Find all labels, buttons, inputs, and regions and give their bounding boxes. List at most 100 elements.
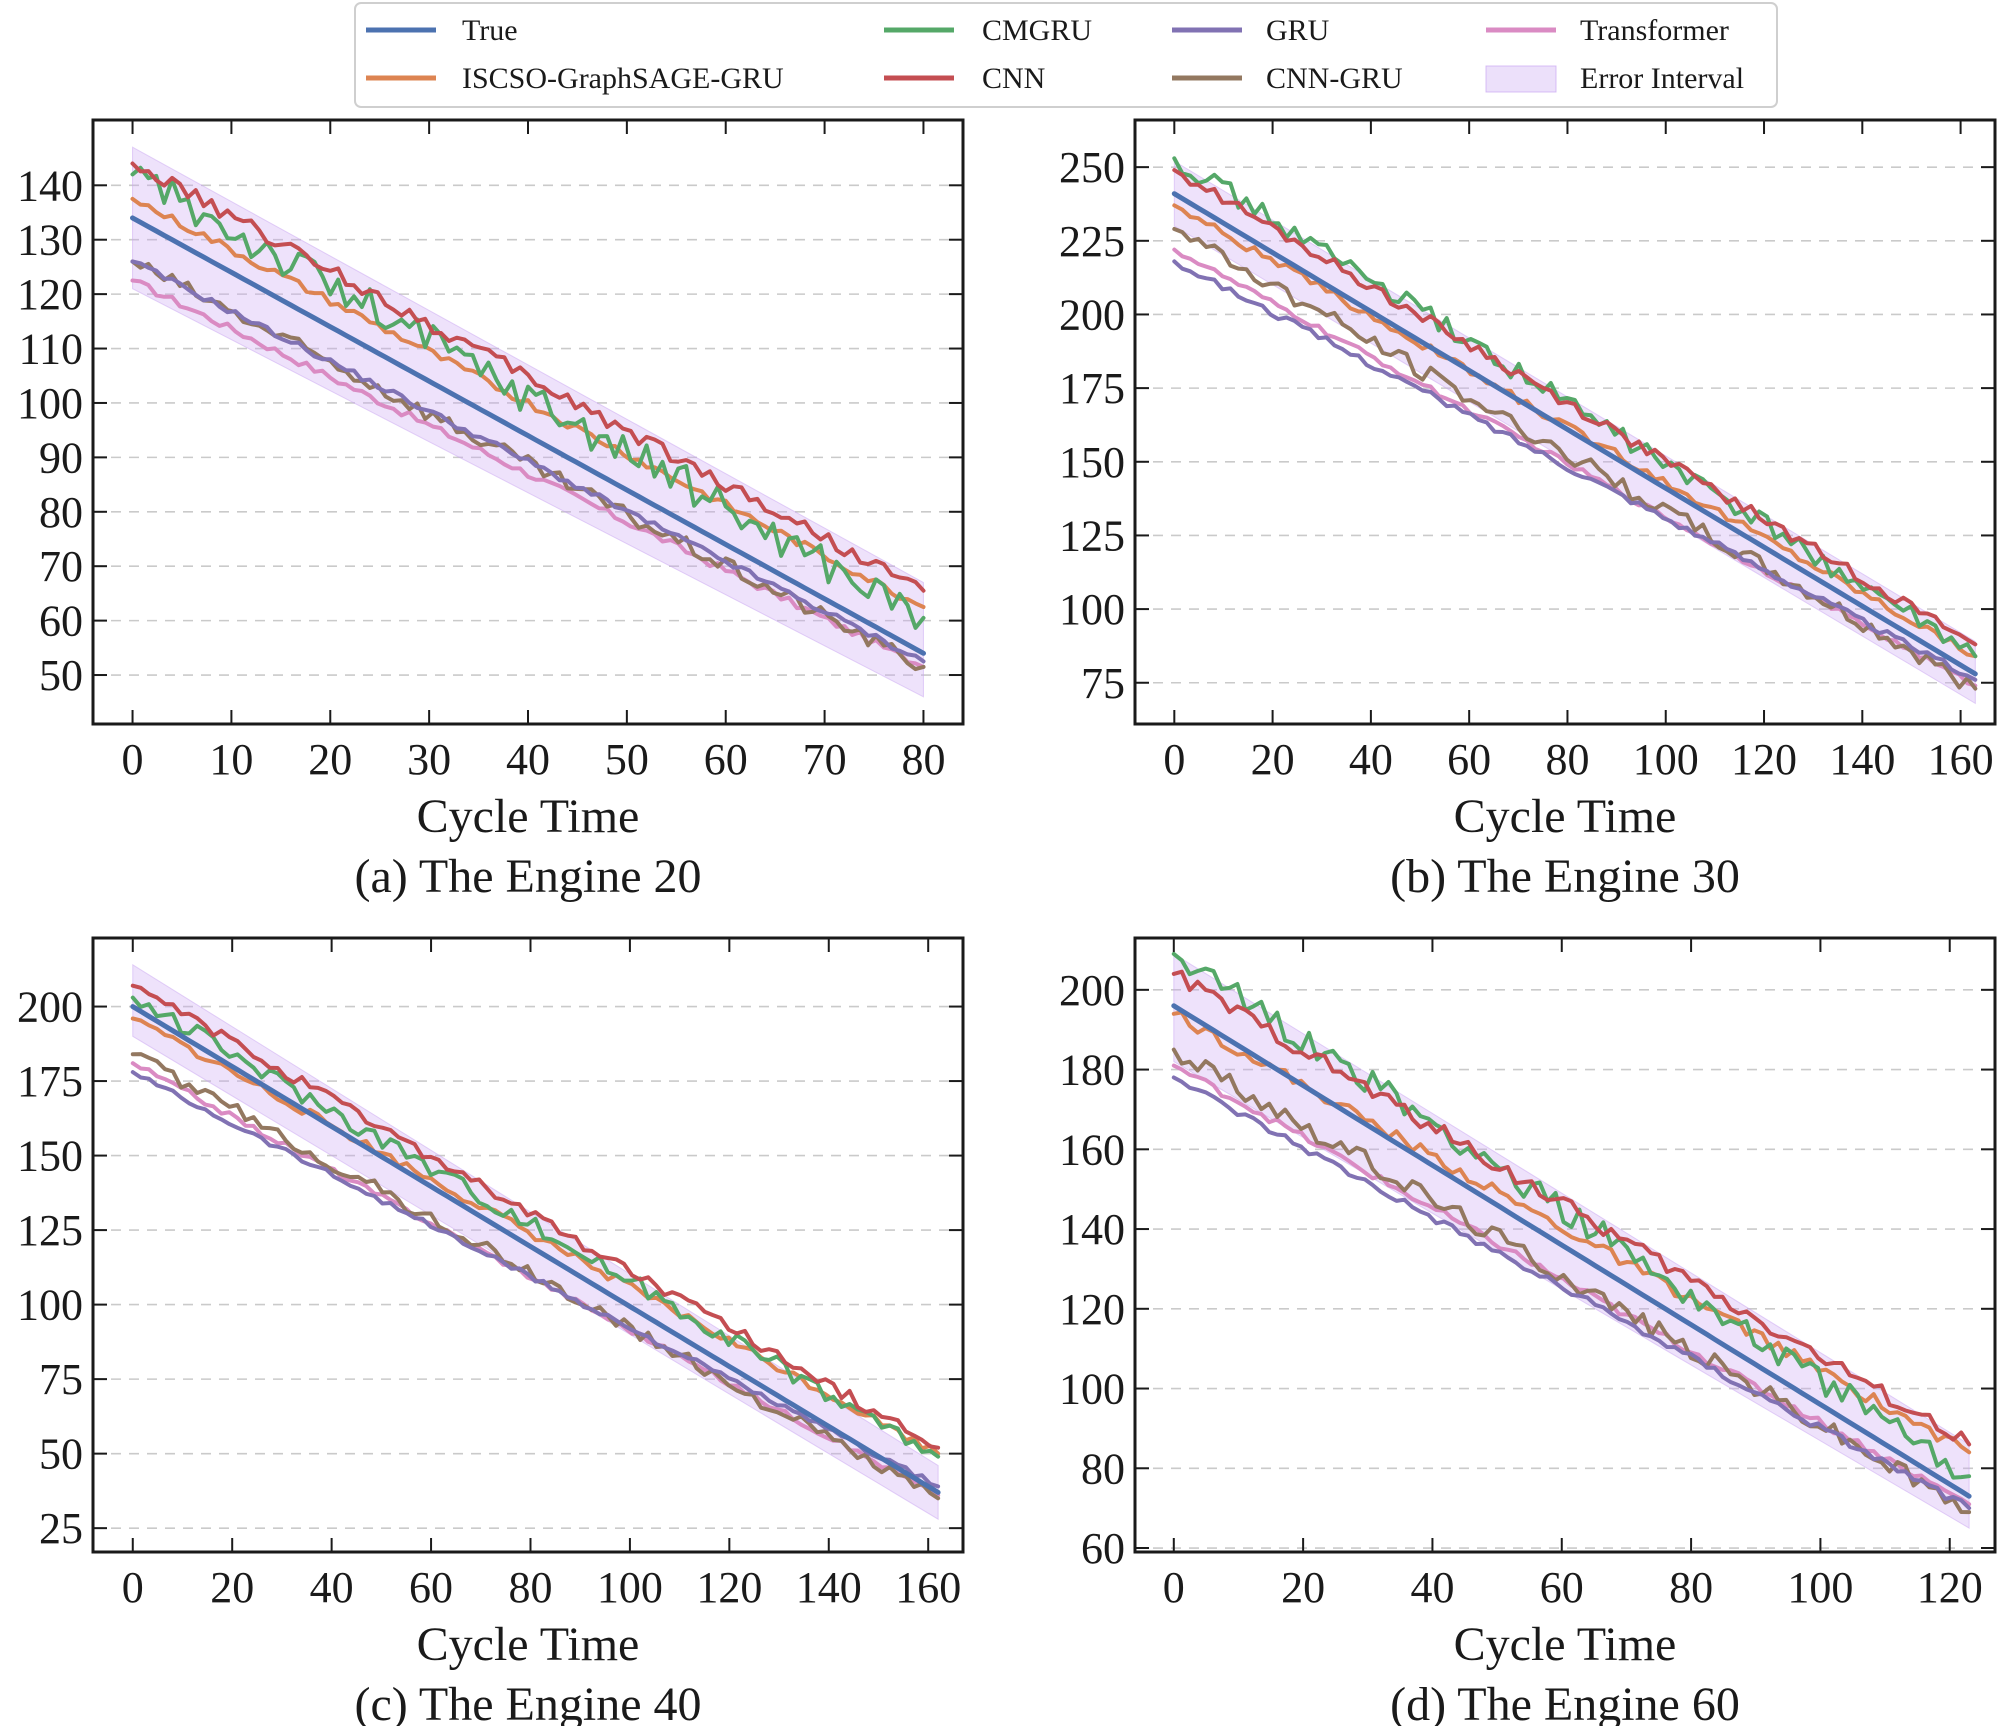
panel-caption: (b) The Engine 30 [1390, 850, 1740, 903]
x-tick-label: 120 [1917, 1563, 1983, 1612]
y-tick-label: 50 [39, 1430, 83, 1479]
series-line-cmgru [1172, 156, 1978, 659]
legend-label-iscso: ISCSO-GraphSAGE-GRU [462, 62, 784, 95]
x-tick-label: 100 [597, 1563, 663, 1612]
y-tick-label: 100 [17, 1281, 83, 1330]
y-tick-label: 175 [17, 1057, 83, 1106]
x-tick-label: 60 [704, 735, 748, 784]
y-tick-label: 180 [1059, 1046, 1125, 1095]
y-tick-label: 200 [1059, 290, 1125, 339]
x-tick-label: 40 [506, 735, 550, 784]
y-tick-label: 80 [1081, 1444, 1125, 1493]
chart-engine-60: 0 20 40 60 80 100 120 60 80 100 120 140 160 180 200 Cyc… [1059, 936, 1997, 1726]
plot-frame [1133, 936, 1997, 1554]
legend-label-gru: GRU [1266, 14, 1330, 47]
series-line-transformer [130, 278, 926, 669]
x-tick-label: 140 [1829, 735, 1895, 784]
series-line-cnn [130, 161, 926, 593]
legend-label-cnn: CNN [982, 62, 1045, 95]
y-tick-label: 75 [39, 1355, 83, 1404]
y-tick-label: 100 [1059, 585, 1125, 634]
x-tick-label: 20 [308, 735, 352, 784]
legend-item-iscso: ISCSO-GraphSAGE-GRU [366, 62, 784, 95]
x-tick-label: 80 [901, 735, 945, 784]
legend-frame [354, 2, 1778, 108]
chart-engine-30: 0 20 40 60 80 100 120 140 160 75 100 125 150 175 200 22… [1059, 118, 1997, 903]
series-line-cmgru [130, 165, 926, 630]
y-tick-label: 60 [1081, 1524, 1125, 1573]
series-line-gru [1172, 259, 1978, 682]
series-line-true [1171, 1003, 1972, 1499]
series-line-cnn-gru [1171, 1047, 1972, 1515]
y-tick-label: 140 [17, 161, 83, 210]
x-tick-label: 100 [1787, 1563, 1853, 1612]
series-line-cnn [1172, 168, 1978, 647]
x-axis-title: Cycle Time [417, 1618, 640, 1671]
y-tick-label: 150 [17, 1132, 83, 1181]
y-tick-label: 70 [39, 542, 83, 591]
x-tick-label: 50 [605, 735, 649, 784]
x-tick-label: 70 [803, 735, 847, 784]
series-line-gru [130, 259, 926, 664]
x-tick-label: 40 [1349, 735, 1393, 784]
series-line-cmgru [1171, 951, 1972, 1480]
x-tick-label: 10 [209, 735, 253, 784]
x-tick-label: 160 [895, 1563, 961, 1612]
y-tick-label: 125 [1059, 511, 1125, 560]
series-line-gru [130, 1070, 941, 1489]
legend-swatch-error-interval [1485, 65, 1557, 93]
x-axis-title: Cycle Time [1454, 1618, 1677, 1671]
panel-caption: (c) The Engine 40 [355, 1678, 702, 1726]
legend-label-transformer: Transformer [1580, 14, 1729, 47]
y-tick-label: 100 [1059, 1365, 1125, 1414]
x-tick-label: 40 [310, 1563, 354, 1612]
x-axis-title: Cycle Time [1454, 790, 1677, 843]
x-tick-label: 60 [1447, 735, 1491, 784]
series-line-gru [1171, 1075, 1972, 1511]
series-line-true [1171, 191, 1978, 677]
legend-label-cmgru: CMGRU [982, 14, 1092, 47]
series-line-true [130, 1004, 941, 1495]
x-axis-title: Cycle Time [417, 790, 640, 843]
x-tick-label: 40 [1410, 1563, 1454, 1612]
x-tick-label: 120 [696, 1563, 762, 1612]
y-tick-label: 140 [1059, 1205, 1125, 1254]
legend-label-true: True [462, 14, 518, 47]
series-line-iscso-graphsage-gru [1172, 203, 1978, 659]
x-tick-label: 140 [796, 1563, 862, 1612]
x-tick-label: 0 [1163, 735, 1185, 784]
y-tick-label: 80 [39, 488, 83, 537]
panels: 0 10 20 30 40 50 60 70 80 50 60 70 80 90 100 110 120 130 1… [17, 118, 1997, 1726]
legend-item-error-interval: Error Interval [1485, 62, 1744, 95]
x-tick-label: 80 [508, 1563, 552, 1612]
legend-item-transformer: Transformer [1486, 14, 1729, 47]
x-tick-label: 30 [407, 735, 451, 784]
y-tick-label: 75 [1081, 659, 1125, 708]
legend-label-cnngru: CNN-GRU [1266, 62, 1403, 95]
chart-engine-20: 0 10 20 30 40 50 60 70 80 50 60 70 80 90 100 110 120 130 1… [17, 118, 965, 903]
legend-item-cnn: CNN [884, 62, 1045, 95]
y-tick-label: 60 [39, 597, 83, 646]
x-tick-label: 100 [1633, 735, 1699, 784]
x-tick-label: 120 [1731, 735, 1797, 784]
plot-frame [91, 936, 965, 1554]
y-tick-label: 160 [1059, 1125, 1125, 1174]
x-tick-label: 60 [409, 1563, 453, 1612]
x-tick-label: 0 [122, 735, 144, 784]
x-tick-label: 80 [1669, 1563, 1713, 1612]
x-tick-label: 0 [122, 1563, 144, 1612]
y-tick-label: 175 [1059, 364, 1125, 413]
plot-frame [1133, 118, 1997, 726]
legend-item-true: True [366, 14, 518, 47]
x-tick-label: 20 [210, 1563, 254, 1612]
y-tick-label: 110 [19, 325, 83, 374]
x-tick-label: 80 [1545, 735, 1589, 784]
y-tick-label: 225 [1059, 217, 1125, 266]
y-tick-label: 120 [17, 270, 83, 319]
y-tick-label: 130 [17, 216, 83, 265]
legend-item-cnngru: CNN-GRU [1172, 62, 1403, 95]
chart-engine-40: 0 20 40 60 80 100 120 140 160 25 50 75 100 125 150 175 2… [17, 936, 965, 1726]
x-tick-label: 20 [1251, 735, 1295, 784]
y-tick-label: 100 [17, 379, 83, 428]
legend-item-cmgru: CMGRU [884, 14, 1092, 47]
